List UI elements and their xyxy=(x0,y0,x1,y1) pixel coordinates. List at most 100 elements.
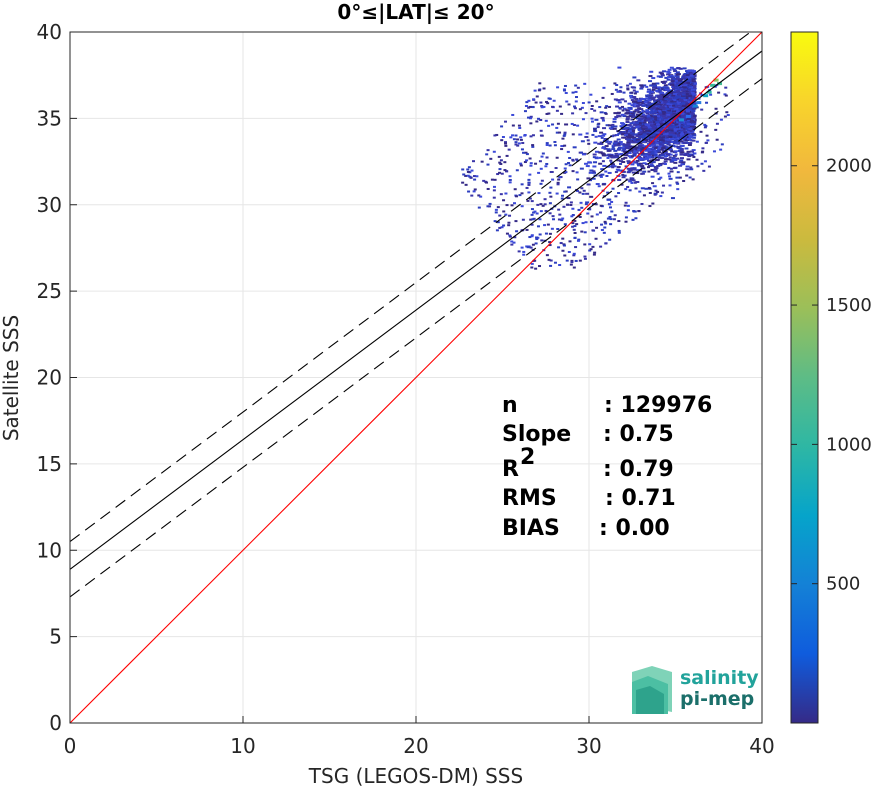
data-point xyxy=(632,102,637,105)
data-point xyxy=(700,108,704,111)
data-point xyxy=(635,139,640,142)
data-point xyxy=(651,144,655,147)
data-point xyxy=(619,125,624,128)
data-point xyxy=(652,135,657,138)
salinity-pi-mep-logo: salinity pi-mep xyxy=(632,666,759,714)
data-point xyxy=(621,109,625,112)
data-point xyxy=(521,218,525,221)
data-point xyxy=(700,151,704,154)
data-point xyxy=(516,144,520,147)
y-tick-label: 30 xyxy=(37,193,62,217)
y-tick-label: 15 xyxy=(37,452,62,476)
data-point xyxy=(672,113,677,116)
data-point xyxy=(692,71,697,74)
data-point xyxy=(684,124,689,127)
data-point xyxy=(468,175,472,178)
data-point xyxy=(602,86,606,89)
data-point xyxy=(686,113,691,116)
data-point xyxy=(651,146,656,149)
data-point xyxy=(654,118,658,121)
data-point xyxy=(646,114,650,117)
data-point xyxy=(627,134,632,137)
data-point xyxy=(594,203,598,206)
data-point xyxy=(659,117,664,120)
data-point xyxy=(608,165,613,168)
data-point xyxy=(725,111,729,114)
data-point xyxy=(591,229,595,232)
data-point xyxy=(659,107,664,110)
y-tick-label: 20 xyxy=(37,366,62,390)
data-point xyxy=(657,121,662,124)
data-point xyxy=(472,160,476,163)
data-point xyxy=(671,158,676,161)
data-point xyxy=(645,109,650,112)
data-point xyxy=(548,97,552,100)
data-point xyxy=(687,128,692,131)
data-point xyxy=(623,134,628,137)
data-point xyxy=(583,255,587,258)
data-point xyxy=(558,131,562,134)
data-point xyxy=(667,109,672,112)
data-point xyxy=(598,162,603,165)
data-point xyxy=(690,98,695,101)
chart-title: 0°≤|LAT|≤ 20° xyxy=(337,0,494,24)
data-point xyxy=(700,162,704,165)
data-point xyxy=(493,220,497,223)
data-point xyxy=(668,111,672,114)
data-point xyxy=(526,199,530,202)
data-point xyxy=(605,140,609,143)
data-point xyxy=(661,115,666,118)
data-point xyxy=(640,129,645,132)
data-point xyxy=(659,129,664,132)
data-point xyxy=(521,141,525,144)
data-point xyxy=(681,161,686,164)
data-point xyxy=(627,152,632,155)
data-point xyxy=(606,191,610,194)
data-point xyxy=(679,125,684,128)
data-point xyxy=(644,163,649,166)
data-point xyxy=(664,142,669,145)
data-point xyxy=(584,112,588,115)
data-point xyxy=(660,157,665,160)
data-point xyxy=(653,128,657,131)
data-point xyxy=(662,97,667,100)
data-point xyxy=(629,127,633,130)
data-point xyxy=(625,109,630,112)
data-point xyxy=(503,120,507,123)
data-point xyxy=(693,125,697,128)
data-point xyxy=(525,228,529,231)
data-point xyxy=(663,155,667,158)
x-tick-label: 20 xyxy=(403,734,428,758)
data-point xyxy=(649,163,654,166)
data-point xyxy=(661,112,666,115)
data-point xyxy=(611,148,616,151)
data-point xyxy=(675,139,680,142)
data-point xyxy=(647,128,652,131)
data-point xyxy=(523,110,527,113)
data-point xyxy=(599,141,603,144)
data-point xyxy=(684,147,689,150)
data-point xyxy=(685,70,690,73)
data-point xyxy=(613,144,617,147)
data-point xyxy=(578,259,582,262)
data-point xyxy=(672,126,677,129)
data-point xyxy=(649,155,654,158)
data-point xyxy=(646,140,651,143)
y-tick-label: 40 xyxy=(37,20,62,44)
data-point xyxy=(588,208,592,211)
data-point xyxy=(678,103,683,106)
data-point xyxy=(668,175,672,178)
data-point xyxy=(563,144,567,147)
data-point xyxy=(519,164,523,167)
data-point xyxy=(627,124,632,127)
data-point xyxy=(654,151,658,154)
data-point xyxy=(690,114,695,117)
data-point xyxy=(631,138,636,141)
data-point xyxy=(670,114,675,117)
data-point xyxy=(654,142,659,145)
data-point xyxy=(588,243,592,246)
data-point xyxy=(653,110,657,113)
data-point xyxy=(647,154,652,157)
data-point xyxy=(633,149,638,152)
stat-value: : 0.00 xyxy=(599,516,670,541)
